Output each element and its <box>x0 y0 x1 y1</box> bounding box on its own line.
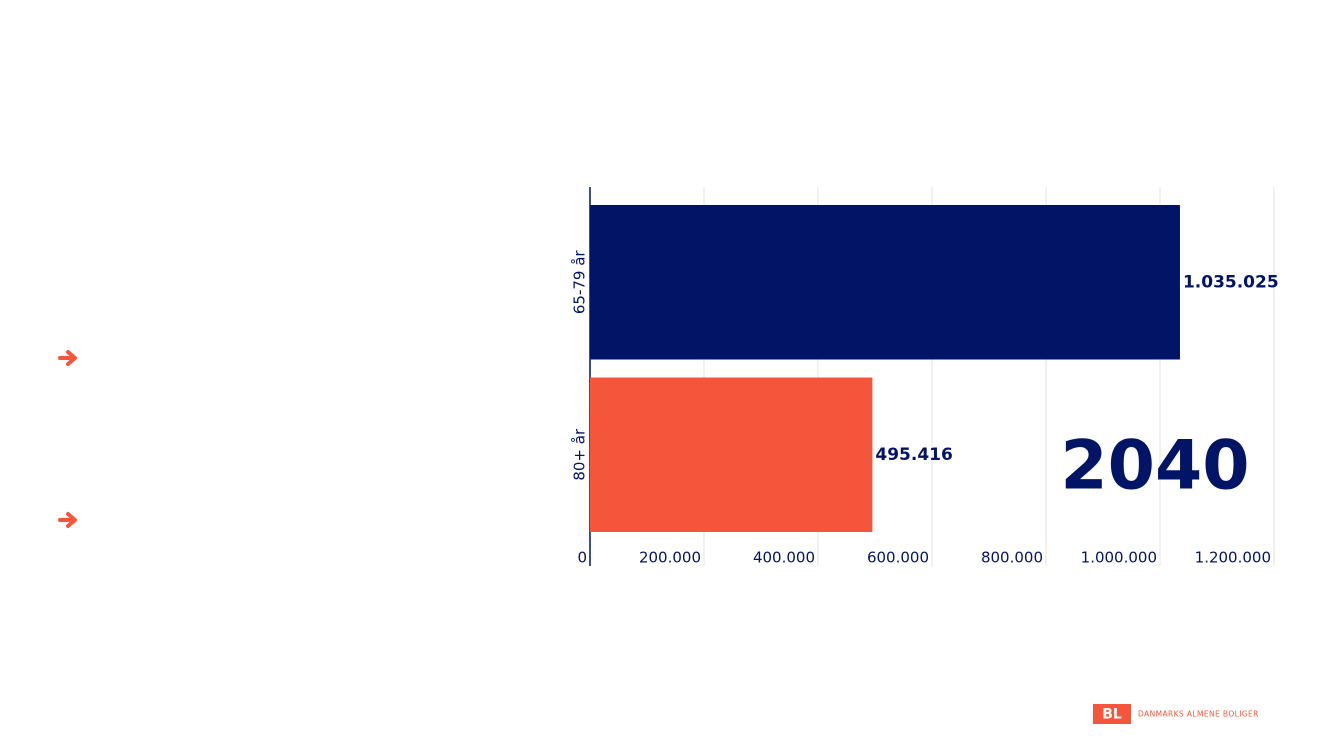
bar <box>590 205 1180 360</box>
x-tick-label: 200.000 <box>639 549 701 567</box>
x-tick-label: 1.200.000 <box>1195 549 1271 567</box>
x-tick-label: 800.000 <box>981 549 1043 567</box>
x-tick-label: 1.000.000 <box>1081 549 1157 567</box>
logo: BL DANMARKS ALMENE BOLIGER <box>1093 704 1259 724</box>
chart: 0 200.000 400.000 600.000 800.000 1.000.000 1.… <box>571 187 1279 567</box>
logo-mark: BL <box>1102 707 1122 723</box>
value-label: 495.416 <box>875 445 952 465</box>
value-label: 1.035.025 <box>1183 272 1279 292</box>
bullet-arrow <box>58 350 77 366</box>
logo-box <box>1093 704 1131 724</box>
x-tick-label: 400.000 <box>753 549 815 567</box>
annotation: 2040 <box>1060 427 1249 506</box>
x-tick-label: 0 <box>577 549 587 567</box>
x-tick-label: 600.000 <box>867 549 929 567</box>
bar <box>590 377 873 532</box>
y-tick-label: 65-79 år <box>571 250 589 315</box>
y-tick-label: 80+ år <box>571 428 589 481</box>
bullet-arrow <box>58 512 77 528</box>
logo-text: DANMARKS ALMENE BOLIGER <box>1138 710 1259 719</box>
